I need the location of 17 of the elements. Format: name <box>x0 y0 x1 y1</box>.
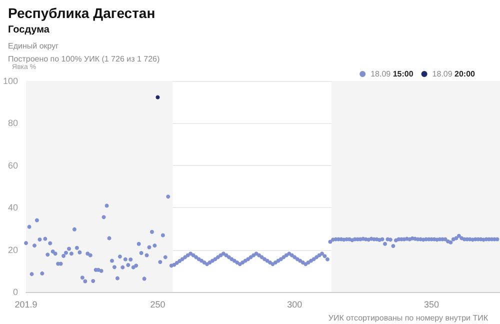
y-tick-label: 60 <box>8 160 18 170</box>
text: Построено по 100% УИК (1 726 из 1 726) <box>8 54 160 64</box>
legend-label: 18.09 20:00 <box>432 70 476 78</box>
y-tick-label: 0 <box>13 287 18 297</box>
y-tick-label: 40 <box>8 202 18 213</box>
x-tick-label: 300 <box>287 300 302 310</box>
x-tick-label: 201.9 <box>14 300 38 310</box>
legend-label: 18.09 15:00 <box>370 70 414 78</box>
y-tick-label: 20 <box>8 244 18 255</box>
x-axis-title: УИК отсортированы по номеру внутри ТИК <box>328 314 488 322</box>
x-tick-label: 250 <box>150 300 166 310</box>
y-tick-label: 100 <box>2 76 18 86</box>
text: Единый округ <box>8 42 59 50</box>
y-tick-label: 80 <box>8 118 18 128</box>
chart-subtitle: Госдума <box>8 24 50 36</box>
x-tick-label: 350 <box>424 300 440 310</box>
chart-title: Республика Дагестан <box>8 5 156 21</box>
